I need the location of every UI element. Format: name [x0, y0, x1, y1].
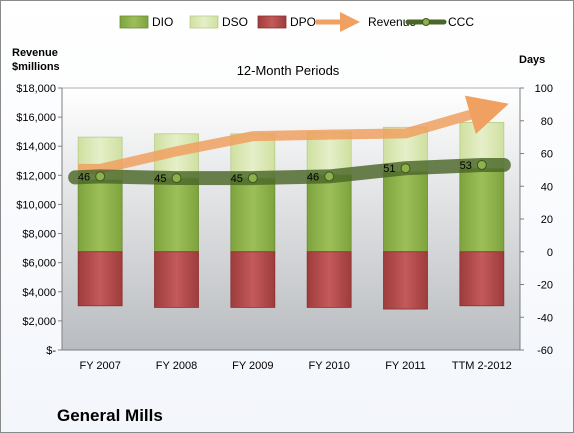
legend-swatch [119, 15, 149, 29]
right-axis-tick-label: -20 [537, 280, 553, 292]
dpo-bar [383, 251, 428, 310]
x-axis-category-label: FY 2008 [156, 360, 197, 372]
left-axis-tick-label: $18,000 [16, 83, 56, 95]
left-axis-unit: $millions [12, 61, 60, 73]
right-axis-tick-label: -40 [537, 312, 553, 324]
plot-area [61, 87, 521, 351]
right-axis-tick-label: 20 [541, 214, 553, 226]
ccc-marker [476, 159, 487, 170]
legend-label: CCC [448, 15, 474, 29]
left-axis-tick-label: $14,000 [16, 141, 56, 153]
dpo-bar [230, 251, 276, 308]
left-axis-tick-label: $12,000 [16, 170, 56, 182]
ccc-marker [247, 173, 258, 184]
left-axis-tick-label: $- [46, 345, 56, 357]
x-axis-category-label: FY 2011 [385, 360, 426, 372]
ccc-data-label: 45 [154, 173, 166, 185]
legend-label: Revenue [368, 15, 416, 29]
x-axis-category-label: FY 2010 [308, 360, 349, 372]
dpo-bar [154, 251, 199, 308]
left-axis-tick-label: $2,000 [22, 316, 56, 328]
x-axis-category-label: FY 2007 [79, 360, 120, 372]
dpo-bar [459, 251, 505, 307]
legend-swatch-marker [422, 18, 430, 26]
left-axis-tick-label: $8,000 [22, 229, 56, 241]
x-axis-category-label: FY 2009 [232, 360, 273, 372]
ccc-data-label: 53 [460, 160, 472, 172]
right-axis-tick-label: 60 [541, 149, 553, 161]
revenue-line [78, 95, 509, 174]
dpo-bar [77, 251, 123, 307]
revenue-point [405, 133, 406, 134]
revenue-point [329, 134, 330, 135]
ccc-marker [324, 171, 335, 182]
dio-bar [306, 174, 352, 253]
dio-bar [459, 167, 505, 253]
revenue-point [100, 168, 101, 169]
dio-bar [383, 171, 428, 253]
ccc-data-label: 51 [383, 163, 395, 175]
legend-swatch [189, 15, 219, 29]
ccc-data-label: 46 [78, 171, 90, 183]
ccc-marker [95, 171, 106, 182]
ccc-data-label: 45 [231, 173, 243, 185]
revenue-point [176, 151, 177, 152]
revenue-point [481, 111, 482, 112]
legend-swatch [257, 15, 287, 29]
left-axis-tick-label: $4,000 [22, 287, 56, 299]
dpo-bar [306, 251, 352, 308]
revenue-point [252, 136, 253, 137]
right-axis-tick-label: 0 [547, 247, 553, 259]
ccc-marker [171, 173, 182, 184]
left-axis-tick-label: $6,000 [22, 258, 56, 270]
legend-label: DSO [222, 15, 248, 29]
chart-title: 12-Month Periods [237, 63, 340, 78]
legend-label: DIO [152, 15, 173, 29]
right-axis-tick-label: 80 [541, 116, 553, 128]
left-axis-tick-label: $16,000 [16, 112, 56, 124]
dio-bar [77, 179, 123, 253]
ccc-data-label: 46 [307, 171, 319, 183]
dio-bar [154, 177, 199, 253]
left-axis-title: Revenue [12, 47, 58, 59]
ccc-marker [400, 163, 411, 174]
legend-label: DPO [290, 15, 316, 29]
dio-bar [230, 177, 276, 253]
left-axis-tick-label: $10,000 [16, 199, 56, 211]
x-axis-category-label: TTM 2-2012 [452, 360, 512, 372]
right-axis-tick-label: -60 [537, 345, 553, 357]
right-axis-title: Days [519, 54, 545, 66]
company-name: General Mills [57, 406, 163, 425]
ccc-line [68, 157, 511, 186]
right-axis-tick-label: 100 [535, 83, 553, 95]
right-axis-tick-label: 40 [541, 181, 553, 193]
